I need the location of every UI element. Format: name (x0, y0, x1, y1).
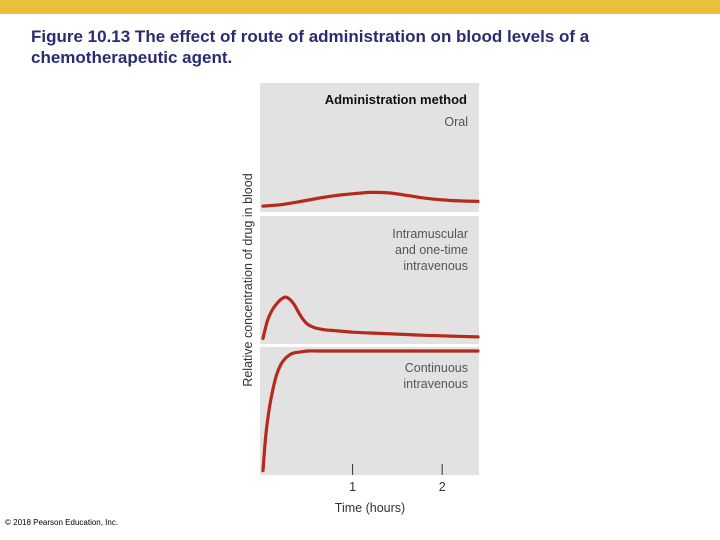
series-line-2 (261, 295, 480, 340)
slide-title-line-2: chemotherapeutic agent. (31, 48, 233, 67)
panel-background-1 (260, 83, 479, 212)
panel-label-1-line-1: Oral (444, 115, 468, 129)
panel-background-2 (260, 216, 479, 344)
slide-title-line-1: Figure 10.13 The effect of route of admi… (31, 27, 590, 46)
series-line-3 (261, 349, 480, 473)
panel-label-2-line-1: Intramuscular (392, 227, 468, 241)
copyright-notice: © 2018 Pearson Education, Inc. (5, 518, 119, 527)
top-accent-bar (0, 0, 720, 14)
panel-background-3 (260, 347, 479, 475)
series-line-1 (261, 190, 480, 208)
x-axis-label: Time (hours) (335, 501, 405, 515)
slide-title: Figure 10.13 The effect of route of admi… (31, 26, 691, 68)
panel-label-3-line-1: Continuous (405, 361, 468, 375)
legend-title: Administration method (325, 92, 467, 107)
y-axis-label: Relative concentration of drug in blood (241, 173, 255, 386)
panel-label-2-line-3: intravenous (403, 259, 468, 273)
panel-label-2-line-2: and one-time (395, 243, 468, 257)
x-tick-label-1: 1 (349, 480, 356, 494)
x-tick-label-2: 2 (439, 480, 446, 494)
panel-label-3-line-2: intravenous (403, 377, 468, 391)
